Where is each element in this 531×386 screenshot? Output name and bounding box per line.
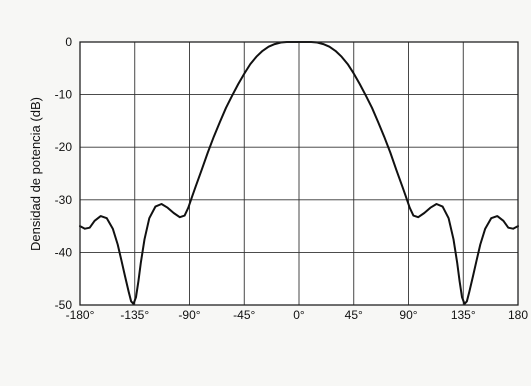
tick-labels: -180° -135° -90° -45° 0° 45° 90° 135° 180 0 -10 -20… xyxy=(55,35,529,322)
x-tick-label: 90° xyxy=(399,308,417,322)
y-tick-label: -30 xyxy=(55,193,73,207)
x-tick-label: 45° xyxy=(345,308,363,322)
x-tick-label: 180 xyxy=(508,308,528,322)
x-tick-label: 0° xyxy=(293,308,305,322)
x-tick-label: -45° xyxy=(233,308,255,322)
y-tick-label: -10 xyxy=(55,88,73,102)
x-tick-label: 135° xyxy=(451,308,476,322)
y-tick-label: -50 xyxy=(55,298,73,312)
x-tick-label: -135° xyxy=(120,308,149,322)
y-tick-label: 0 xyxy=(65,35,72,49)
y-tick-label: -20 xyxy=(55,140,73,154)
y-tick-label: -40 xyxy=(55,245,73,259)
x-tick-label: -180° xyxy=(66,308,95,322)
plot-frame xyxy=(79,41,519,306)
y-axis-label: Densidad de potencia (dB) xyxy=(28,97,43,251)
x-tick-label: -90° xyxy=(178,308,200,322)
